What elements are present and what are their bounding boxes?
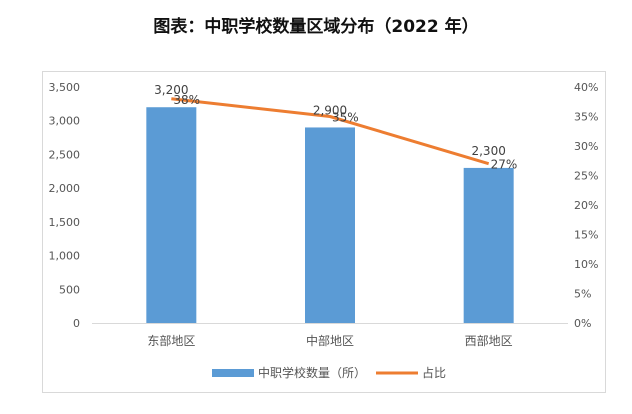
y-left-tick-label: 3,500 (49, 81, 81, 94)
bar-data-label: 2,300 (471, 144, 505, 158)
y-left-tick-label: 500 (59, 283, 80, 296)
y-right-tick-label: 30% (574, 140, 598, 153)
y-left-tick-label: 2,500 (49, 148, 81, 161)
line-data-label: 27% (491, 158, 518, 172)
y-right-tick-label: 20% (574, 199, 598, 212)
y-left-tick-label: 0 (73, 317, 80, 330)
y-right-tick-label: 40% (574, 81, 598, 94)
y-left-tick-label: 3,000 (49, 115, 81, 128)
legend-bar-swatch (212, 369, 254, 377)
y-left-tick-label: 2,000 (49, 182, 81, 195)
bar (463, 167, 514, 323)
x-category-label: 西部地区 (465, 333, 513, 348)
y-right-tick-label: 15% (574, 229, 598, 242)
line-data-label: 35% (332, 111, 359, 125)
x-category-label: 中部地区 (306, 333, 354, 348)
bar-data-label: 2,900 (313, 103, 347, 117)
y-left-tick-label: 1,500 (49, 216, 81, 229)
share-line (171, 97, 490, 166)
y-right-tick-label: 0% (574, 317, 591, 330)
legend-bar-label: 中职学校数量（所） (258, 365, 366, 380)
y-right-tick-label: 5% (574, 288, 591, 301)
chart-frame (42, 71, 606, 393)
chart-title: 图表：中职学校数量区域分布（2022 年） (153, 17, 479, 37)
bar-data-label: 3,200 (154, 83, 188, 97)
bar (305, 127, 355, 323)
y-right-tick-label: 35% (574, 111, 598, 124)
line-data-label: 38% (173, 93, 200, 107)
bar (146, 107, 197, 323)
y-right-tick-label: 10% (574, 258, 598, 271)
x-category-label: 东部地区 (147, 333, 195, 348)
y-left-tick-label: 1,000 (49, 250, 81, 263)
y-right-tick-label: 25% (574, 170, 598, 183)
legend-line-label: 占比 (422, 365, 446, 380)
